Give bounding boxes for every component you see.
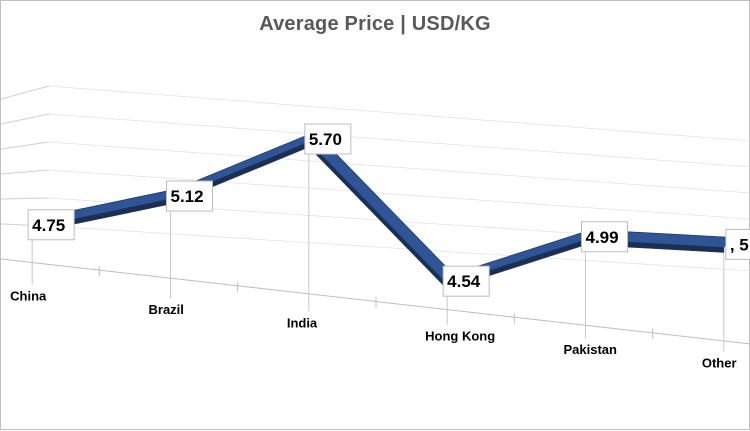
gridline bbox=[48, 141, 750, 194]
gridline bbox=[48, 169, 750, 220]
category-labels: China Brazil India Hong Kong Pakistan Other bbox=[10, 289, 736, 371]
data-labels: 4.75 5.12 5.70 4.54 4.99 , 5 bbox=[27, 123, 750, 297]
data-label: 5.70 bbox=[309, 130, 342, 149]
category-label: Hong Kong bbox=[425, 329, 495, 344]
drop-lines bbox=[31, 148, 725, 352]
line-segment-side bbox=[308, 141, 448, 290]
category-label: Other bbox=[702, 355, 737, 370]
category-label: India bbox=[287, 315, 318, 330]
chart-title: Average Price | USD/KG bbox=[259, 13, 491, 35]
gridline bbox=[48, 113, 750, 168]
gridline bbox=[48, 85, 750, 142]
back-grid bbox=[1, 85, 750, 345]
data-label-box bbox=[166, 180, 213, 212]
gridline bbox=[1, 85, 50, 100]
data-label: 4.54 bbox=[447, 272, 481, 291]
gridline bbox=[1, 197, 50, 200]
gridline bbox=[1, 141, 50, 150]
data-label-box bbox=[581, 221, 628, 253]
line-segment bbox=[308, 131, 454, 285]
data-label-box bbox=[27, 209, 75, 241]
data-label: 4.75 bbox=[32, 216, 65, 235]
category-label: Brazil bbox=[149, 302, 184, 317]
category-label: China bbox=[10, 289, 47, 304]
gridline bbox=[1, 169, 50, 175]
data-label: 5.12 bbox=[171, 187, 204, 206]
data-label-box bbox=[442, 265, 490, 297]
gridline bbox=[48, 225, 750, 272]
data-label-box bbox=[304, 123, 352, 155]
data-label-box bbox=[725, 228, 750, 260]
data-label: 4.99 bbox=[586, 228, 619, 247]
data-label: , 5 bbox=[730, 235, 749, 254]
category-label: Pakistan bbox=[564, 342, 618, 357]
gridline bbox=[1, 113, 50, 125]
